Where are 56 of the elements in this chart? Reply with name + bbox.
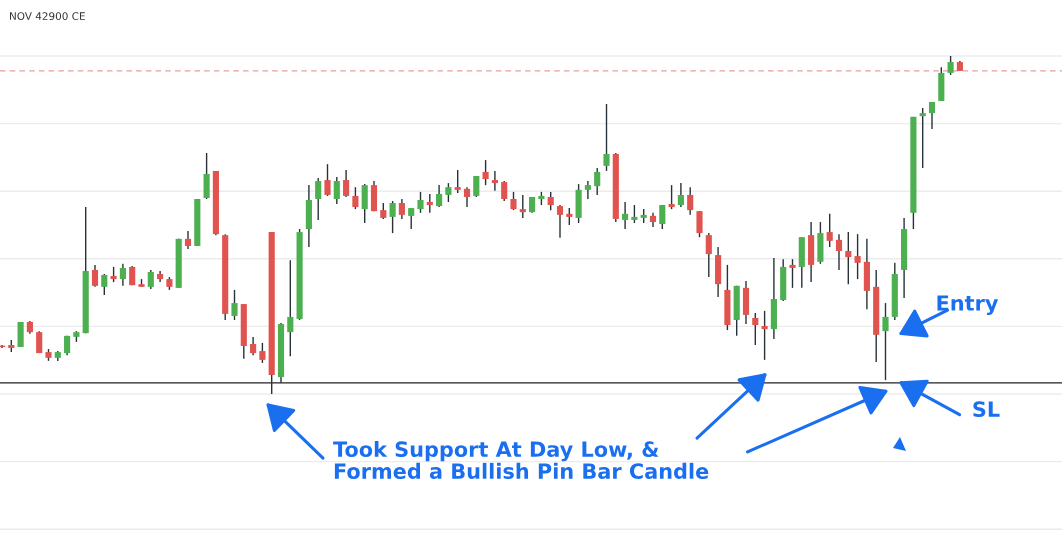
candlestick bbox=[463, 186, 471, 208]
candlestick bbox=[436, 184, 443, 208]
chart-title: NOV 42900 CE bbox=[10, 12, 85, 21]
candlestick bbox=[854, 233, 861, 280]
candlestick bbox=[203, 152, 210, 200]
candlestick bbox=[361, 183, 368, 224]
candlestick bbox=[687, 186, 694, 216]
candlestick bbox=[408, 207, 415, 230]
candlestick bbox=[501, 180, 508, 202]
candlestick bbox=[882, 302, 889, 381]
candlestick bbox=[603, 103, 610, 172]
candlestick bbox=[510, 191, 517, 211]
text: Took Support At Day Low, & Formed a Bullish Pin Bar Candle bbox=[333, 440, 709, 479]
candlestick bbox=[556, 204, 564, 239]
candlestick bbox=[668, 184, 675, 210]
candlestick bbox=[928, 101, 936, 130]
candlestick bbox=[789, 258, 796, 289]
annotation: Entry bbox=[937, 295, 999, 316]
candlestick bbox=[454, 169, 461, 194]
candlestick bbox=[482, 159, 489, 186]
candlestick bbox=[250, 336, 257, 356]
candlestick bbox=[826, 213, 833, 248]
candlestick bbox=[696, 210, 703, 238]
candlestick bbox=[622, 201, 629, 230]
candlestick bbox=[417, 191, 424, 214]
candlestick bbox=[584, 180, 591, 200]
candlestick bbox=[398, 198, 405, 220]
candlestick bbox=[389, 200, 396, 234]
candlestick bbox=[101, 273, 108, 296]
candlestick bbox=[491, 170, 498, 192]
candlestick bbox=[761, 310, 768, 361]
candlestick bbox=[835, 233, 843, 271]
candlestick bbox=[705, 232, 712, 278]
candlestick bbox=[91, 264, 99, 288]
text: SL bbox=[973, 401, 1000, 418]
candlestick bbox=[752, 312, 759, 346]
candlestick bbox=[119, 263, 126, 287]
candlestick bbox=[315, 177, 322, 221]
candlestick bbox=[352, 186, 359, 210]
candlestick bbox=[324, 163, 331, 197]
candlestick bbox=[547, 191, 554, 211]
candlestick bbox=[677, 182, 684, 208]
candlestick bbox=[594, 167, 601, 196]
candlestick bbox=[659, 204, 666, 230]
candlestick bbox=[231, 289, 238, 321]
candlestick bbox=[333, 176, 340, 205]
candlestick bbox=[845, 231, 852, 285]
candlestick bbox=[259, 342, 266, 364]
candlestick bbox=[426, 193, 433, 214]
candlestick bbox=[919, 107, 926, 169]
candlestick bbox=[947, 55, 954, 76]
candlestick bbox=[519, 194, 526, 219]
candlestick bbox=[343, 169, 350, 198]
candlestick bbox=[287, 259, 294, 357]
candlestick bbox=[445, 182, 452, 203]
candlestick bbox=[147, 269, 154, 290]
